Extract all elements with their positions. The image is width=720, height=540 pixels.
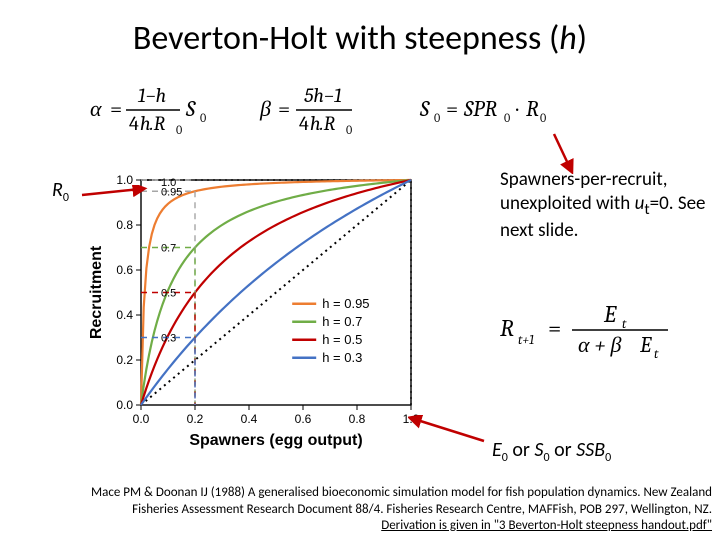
svg-text:R: R — [526, 96, 539, 122]
svg-text:1−h: 1−h — [138, 84, 166, 107]
svg-text:0.6: 0.6 — [295, 412, 312, 426]
svg-text:0: 0 — [200, 111, 206, 125]
svg-text:·: · — [516, 96, 519, 122]
svg-text:0.8: 0.8 — [349, 412, 366, 426]
arrow-r0-icon — [80, 185, 150, 213]
ref-3: Derivation is given in "3 Beverton-Holt … — [381, 518, 712, 533]
e0-or2: or — [550, 438, 577, 462]
svg-text:=: = — [548, 314, 561, 342]
title-text-1: Beverton-Holt with steepness ( — [133, 18, 559, 59]
svg-text:t+1: t+1 — [518, 333, 534, 348]
svg-text:t: t — [654, 347, 659, 360]
svg-text:Spawners (egg output): Spawners (egg output) — [189, 432, 362, 449]
ref-1: Mace PM & Doonan IJ (1988) A generalised… — [91, 485, 712, 500]
svg-text:0.6: 0.6 — [116, 263, 133, 277]
svg-text:0.2: 0.2 — [187, 412, 204, 426]
r0-axis-label: R0 — [52, 178, 69, 205]
svg-text:0: 0 — [176, 123, 182, 137]
title-close: ) — [577, 18, 587, 59]
r0-sym: R — [52, 178, 63, 202]
e0-e: E — [492, 438, 502, 462]
spr-eq0: =0. — [650, 192, 674, 215]
e0-ssbsub: 0 — [605, 451, 611, 465]
svg-text:h: h — [310, 112, 321, 135]
spr-u: u — [635, 192, 645, 215]
arrow-e0-icon — [408, 415, 488, 445]
svg-text:0.95: 0.95 — [161, 186, 182, 198]
svg-text:h = 0.7: h = 0.7 — [322, 314, 362, 329]
e0-or1: or — [508, 438, 535, 462]
reference-text: Mace PM & Doonan IJ (1988) A generalised… — [60, 485, 712, 534]
svg-text:0.3: 0.3 — [161, 333, 176, 345]
svg-text:0.0: 0.0 — [116, 398, 133, 412]
svg-text:0.5: 0.5 — [161, 288, 176, 300]
svg-text:S: S — [185, 96, 196, 122]
svg-text:0.4: 0.4 — [241, 412, 258, 426]
svg-text:0: 0 — [346, 123, 352, 137]
svg-text:h = 0.3: h = 0.3 — [322, 350, 362, 365]
svg-text:0.7: 0.7 — [161, 243, 176, 255]
svg-text:0: 0 — [504, 111, 510, 125]
e0-ssb: SSB — [576, 438, 605, 462]
e0-label: E0 or S0 or SSB0 — [492, 438, 611, 465]
svg-text:0: 0 — [540, 111, 546, 125]
svg-text:α: α — [90, 96, 102, 122]
svg-text:SPR: SPR — [463, 96, 497, 122]
svg-text:=: = — [278, 96, 290, 122]
rt-equation: Rt+1=Etα + βEt — [500, 300, 690, 365]
svg-text:h = 0.5: h = 0.5 — [322, 332, 362, 347]
svg-text:0.2: 0.2 — [116, 353, 133, 367]
svg-text:S: S — [419, 96, 430, 122]
svg-text:5h−1: 5h−1 — [304, 84, 342, 107]
svg-text:=: = — [446, 96, 458, 122]
svg-text:.R: .R — [150, 112, 166, 135]
svg-text:Recruitment: Recruitment — [88, 245, 105, 339]
title-h: h — [559, 18, 576, 59]
equation-row: α=1−h4h.R0S0β=5h−14h.R0S0=SPR0·R0 — [90, 82, 650, 138]
svg-text:0: 0 — [434, 111, 440, 125]
svg-text:α + β: α + β — [578, 332, 621, 358]
svg-text:.R: .R — [320, 112, 336, 135]
spr-annotation: Spawners-per-recruit, unexploited with u… — [500, 168, 710, 243]
svg-text:β: β — [259, 96, 271, 122]
slide-title: Beverton-Holt with steepness (h) — [0, 0, 720, 59]
svg-text:E: E — [603, 300, 617, 328]
svg-text:0.0: 0.0 — [133, 412, 150, 426]
svg-text:R: R — [500, 314, 514, 342]
r0-sub: 0 — [63, 191, 69, 205]
svg-text:4: 4 — [299, 112, 309, 135]
svg-text:h: h — [140, 112, 151, 135]
svg-text:4: 4 — [129, 112, 139, 135]
svg-text:0.8: 0.8 — [116, 218, 133, 232]
ref-2: Fisheries Assessment Research Document 8… — [132, 502, 712, 517]
svg-text:=: = — [110, 96, 122, 122]
svg-text:0.4: 0.4 — [116, 308, 133, 322]
svg-text:h = 0.95: h = 0.95 — [322, 296, 369, 311]
svg-text:E: E — [639, 332, 652, 358]
